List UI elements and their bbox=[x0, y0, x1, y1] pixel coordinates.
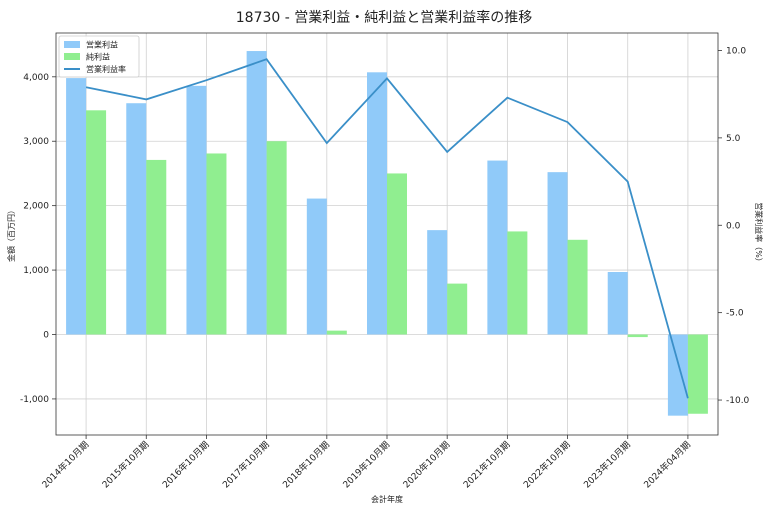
y-axis-right-ticks: -10.0 -5.0 0.0 5.0 10.0 bbox=[718, 46, 750, 406]
bar-operating-profit bbox=[246, 51, 267, 335]
bar-operating-profit bbox=[667, 334, 688, 416]
line-operating-margin bbox=[85, 58, 689, 399]
x-tick-label: 2023年10月期 bbox=[581, 439, 633, 491]
y2-axis-label: 営業利益率（%） bbox=[754, 202, 764, 266]
bar-net-profit bbox=[687, 334, 708, 414]
x-tick-label: 2017年10月期 bbox=[220, 439, 272, 491]
chart-title: 18730 - 営業利益・純利益と営業利益率の推移 bbox=[236, 9, 533, 26]
y-axis-left-ticks: -1,000 0 1,000 2,000 3,000 4,000 bbox=[20, 73, 56, 405]
bar-net-profit bbox=[567, 239, 588, 335]
y-tick-label: -1,000 bbox=[20, 395, 49, 405]
x-tick-label: 2022年10月期 bbox=[521, 439, 573, 491]
bar-net-profit bbox=[627, 334, 648, 338]
bar-operating-profit bbox=[547, 172, 568, 335]
bar-operating-profit bbox=[427, 230, 448, 335]
x-tick-label: 2016年10月期 bbox=[160, 439, 212, 491]
x-tick-label: 2021年10月期 bbox=[461, 439, 513, 491]
bar-net-profit bbox=[447, 283, 468, 335]
legend-label-margin: 営業利益率 bbox=[86, 64, 126, 74]
bar-net-profit bbox=[387, 173, 407, 335]
y-axis-label: 金額（百万円） bbox=[6, 206, 16, 262]
y2-tick-label: 5.0 bbox=[726, 134, 741, 144]
bar-operating-profit bbox=[306, 198, 327, 335]
legend-label-net-profit: 純利益 bbox=[86, 52, 110, 62]
bar-net-profit bbox=[146, 159, 167, 335]
bar-operating-profit bbox=[607, 272, 628, 335]
bar-operating-profit bbox=[367, 72, 387, 335]
x-tick-label: 2015年10月期 bbox=[100, 439, 152, 491]
y2-tick-label: -10.0 bbox=[726, 396, 750, 406]
bar-operating-profit bbox=[66, 78, 87, 335]
y2-tick-label: 10.0 bbox=[726, 46, 746, 56]
bar-net-profit bbox=[507, 231, 528, 335]
x-tick-label: 2020年10月期 bbox=[400, 439, 452, 491]
x-tick-label: 2019年10月期 bbox=[340, 439, 392, 491]
x-tick-label: 2014年10月期 bbox=[39, 439, 91, 491]
bar-operating-profit bbox=[126, 103, 147, 335]
x-axis-label: 会計年度 bbox=[371, 494, 403, 504]
bar-net-profit bbox=[86, 110, 107, 335]
x-axis-ticks: 2014年10月期 2015年10月期 2016年10月期 2017年10月期 2018… bbox=[39, 435, 693, 491]
legend-swatch-operating-profit bbox=[64, 41, 80, 48]
bar-net-profit bbox=[206, 153, 227, 335]
y-tick-label: 3,000 bbox=[23, 137, 49, 147]
x-tick-label: 2018年10月期 bbox=[280, 439, 332, 491]
y2-tick-label: -5.0 bbox=[726, 309, 744, 319]
bar-net-profit bbox=[326, 330, 347, 335]
legend: 営業利益 純利益 営業利益率 bbox=[58, 35, 140, 78]
y-tick-label: 1,000 bbox=[23, 266, 49, 276]
y-tick-label: 0 bbox=[43, 331, 49, 341]
bars bbox=[66, 51, 708, 416]
x-tick-label: 2024年04月期 bbox=[641, 439, 693, 491]
legend-label-operating-profit: 営業利益 bbox=[86, 40, 118, 50]
ratio-line-layer bbox=[85, 58, 689, 399]
plot-frame bbox=[55, 32, 719, 436]
bar-operating-profit bbox=[487, 160, 508, 335]
y2-tick-label: 0.0 bbox=[726, 221, 741, 231]
y-tick-label: 2,000 bbox=[23, 202, 49, 212]
y-tick-label: 4,000 bbox=[23, 73, 49, 83]
bar-net-profit bbox=[266, 141, 287, 335]
legend-swatch-net-profit bbox=[64, 53, 80, 60]
bar-operating-profit bbox=[186, 85, 207, 335]
